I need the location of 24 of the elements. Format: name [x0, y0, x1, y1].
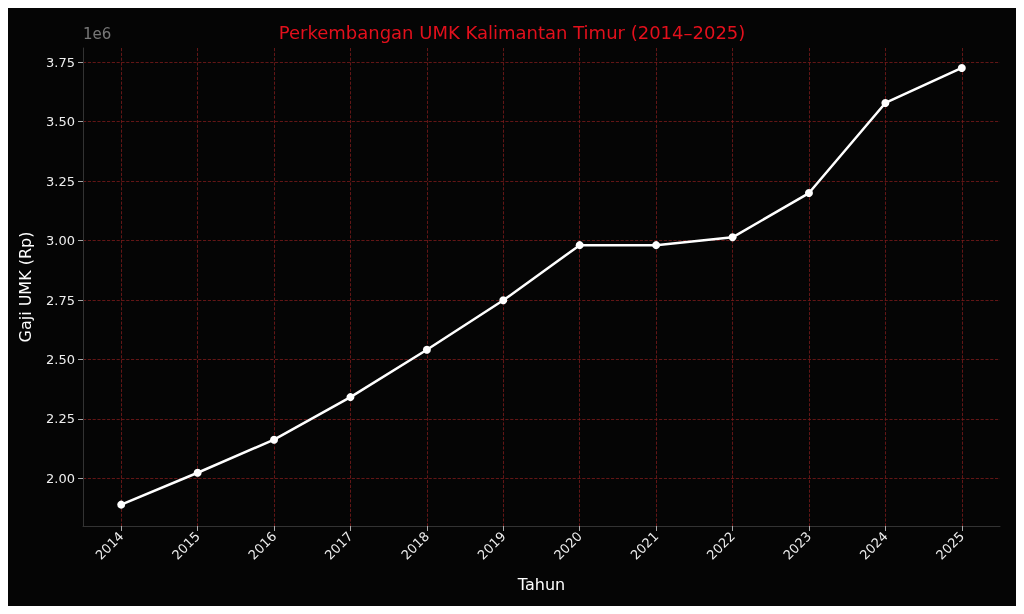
point: [728, 233, 737, 242]
x-axis-title: Tahun: [516, 574, 566, 594]
point: [652, 241, 661, 250]
point: [575, 241, 584, 250]
y-tick-label: 3.50: [46, 114, 75, 130]
y-tick-label: 3.75: [46, 54, 75, 70]
y-tick-label: 2.50: [46, 352, 75, 368]
point: [422, 345, 431, 354]
point: [804, 189, 813, 198]
y-tick-label: 2.75: [46, 292, 75, 308]
y-tick-label: 2.25: [46, 411, 75, 427]
y-axis-title: Gaji UMK (Rp): [15, 231, 35, 343]
point: [881, 98, 890, 107]
point: [957, 63, 966, 72]
point: [499, 296, 508, 305]
point: [117, 500, 126, 509]
y-tick-label: 3.25: [46, 173, 75, 189]
point: [193, 468, 202, 477]
y-tick-label: 2.00: [46, 470, 75, 486]
point: [270, 435, 279, 444]
text: 1e6: [83, 24, 112, 43]
y-tick-label: 3.00: [46, 233, 75, 249]
chart-title: Perkembangan UMK Kalimantan Timur (2014–2025): [278, 21, 746, 43]
point: [346, 393, 355, 402]
